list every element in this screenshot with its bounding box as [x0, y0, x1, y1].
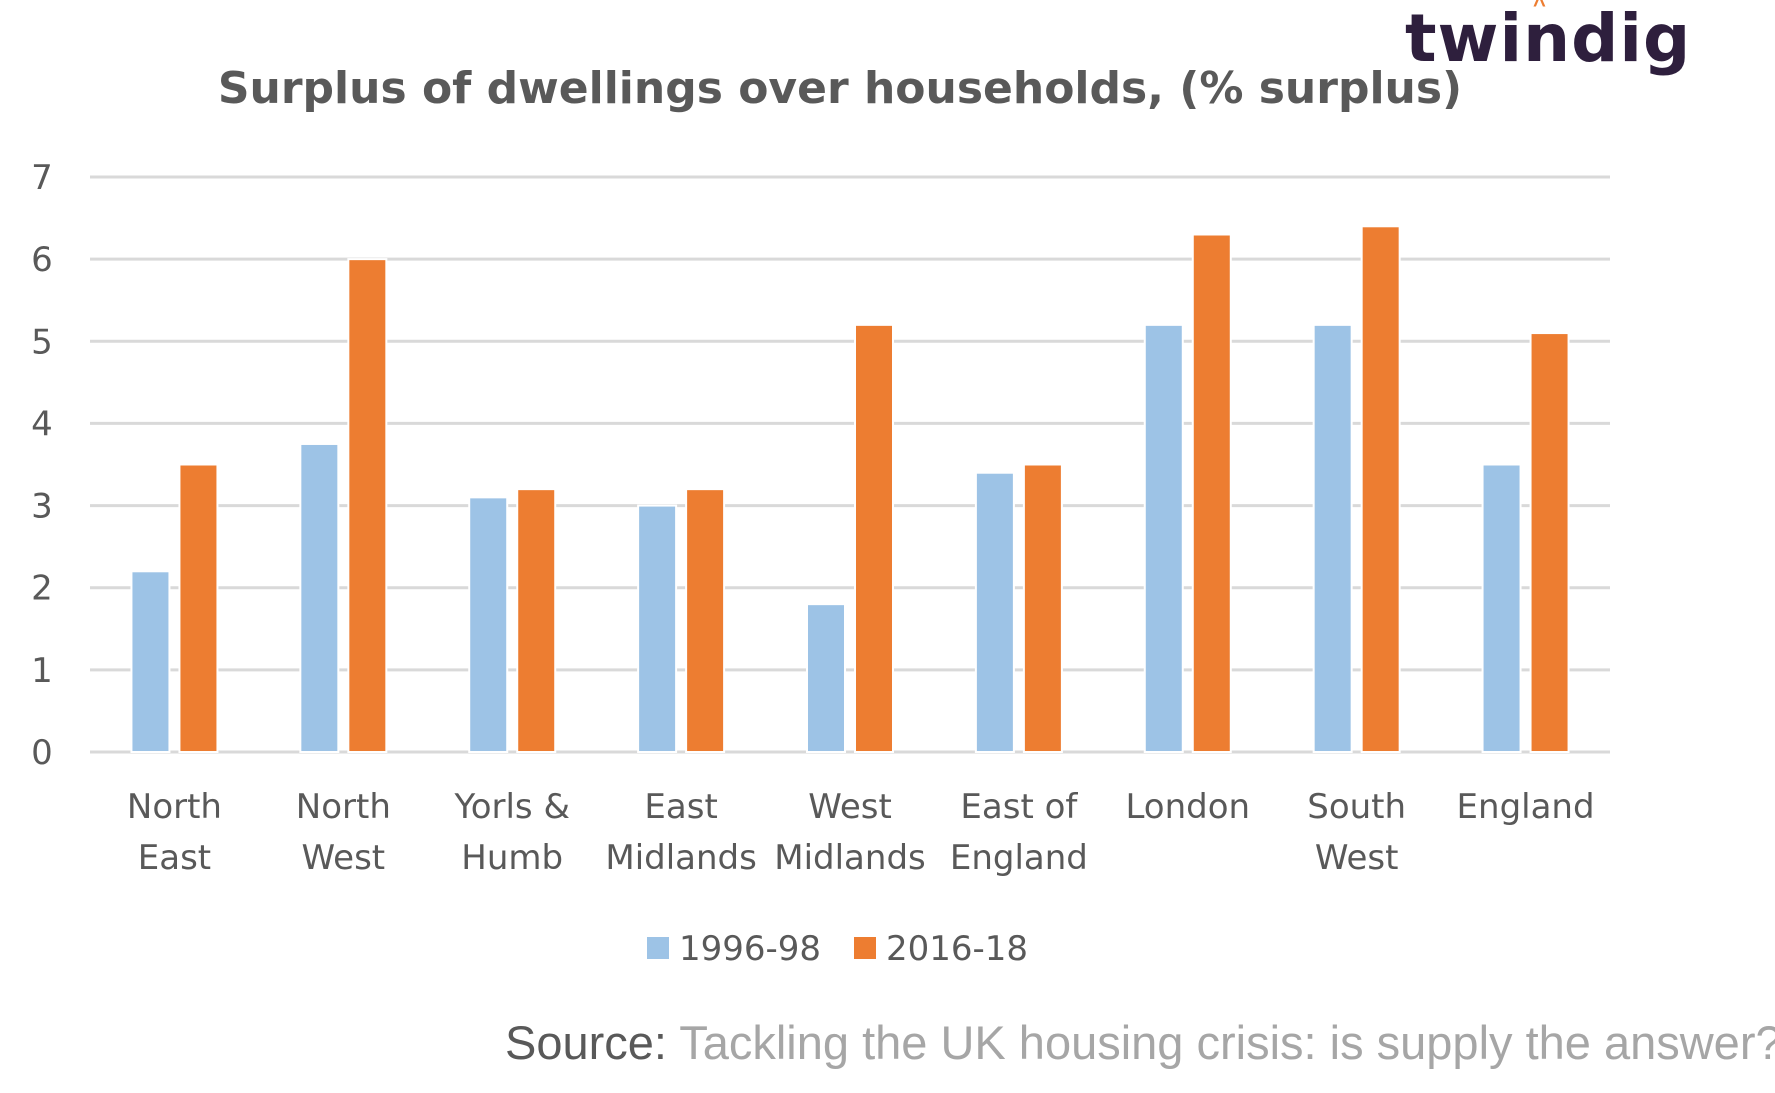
- bar-1996-98-0: [130, 570, 171, 753]
- bar-1996-98-5: [974, 471, 1015, 753]
- legend-label: 1996-98: [679, 929, 821, 969]
- bar-2016-18-5: [1022, 463, 1063, 753]
- y-tick-label: 6: [31, 240, 53, 280]
- y-tick-label: 2: [31, 569, 53, 609]
- bar-1996-98-4: [806, 603, 846, 754]
- source-text: Tackling the UK housing crisis: is suppl…: [679, 1016, 1775, 1069]
- bar-2016-18-2: [516, 488, 557, 753]
- legend-label: 2016-18: [886, 929, 1028, 969]
- y-tick-label: 5: [31, 322, 53, 362]
- x-tick-label: East of England: [950, 787, 1088, 878]
- bar-1996-98-8: [1481, 463, 1522, 753]
- y-tick-label: 0: [31, 733, 53, 773]
- bar-2016-18-8: [1529, 332, 1570, 753]
- x-tick-label: North West: [296, 787, 391, 878]
- source-label: Source:: [505, 1016, 667, 1069]
- bars: [130, 225, 1570, 754]
- y-tick-label: 4: [31, 404, 53, 444]
- x-tick-label: London: [1125, 787, 1250, 827]
- bar-1996-98-1: [299, 442, 340, 753]
- bar-2016-18-0: [178, 463, 219, 753]
- x-tick-label: England: [1457, 787, 1595, 827]
- y-axis-tick-labels: 0 1 2 3 4 5 6 7: [31, 158, 53, 773]
- legend-swatch: [647, 937, 669, 959]
- chart-title: Surplus of dwellings over households, (%…: [218, 63, 1462, 114]
- x-axis-category-labels: North East North West Yorls & Humb East Midland…: [127, 787, 1595, 878]
- bar-1996-98-7: [1312, 323, 1353, 753]
- bar-1996-98-2: [468, 496, 509, 753]
- bar-2016-18-6: [1191, 233, 1232, 753]
- bar-2016-18-7: [1360, 225, 1401, 754]
- gridlines: [90, 175, 1610, 754]
- y-tick-label: 1: [31, 651, 53, 691]
- bar-1996-98-6: [1143, 323, 1184, 753]
- twindig-logo: twindig: [1405, 0, 1692, 77]
- y-tick-label: 7: [31, 158, 53, 198]
- x-tick-label: East Midlands: [605, 787, 757, 878]
- y-tick-label: 3: [31, 487, 53, 527]
- source-note: Source: Tackling the UK housing crisis: …: [505, 1015, 1775, 1070]
- x-tick-label: Yorls & Humb: [453, 787, 570, 878]
- bar-2016-18-4: [854, 323, 894, 753]
- x-tick-label: West Midlands: [774, 787, 926, 878]
- legend: 1996-98 2016-18: [647, 929, 1028, 969]
- bar-2016-18-3: [685, 488, 726, 753]
- bar-2016-18-1: [347, 258, 388, 753]
- x-tick-label: North East: [127, 787, 222, 878]
- bar-1996-98-3: [637, 504, 678, 754]
- legend-swatch: [854, 937, 876, 959]
- logo-accent-icon: ^: [1533, 0, 1546, 17]
- x-tick-label: South West: [1307, 787, 1406, 878]
